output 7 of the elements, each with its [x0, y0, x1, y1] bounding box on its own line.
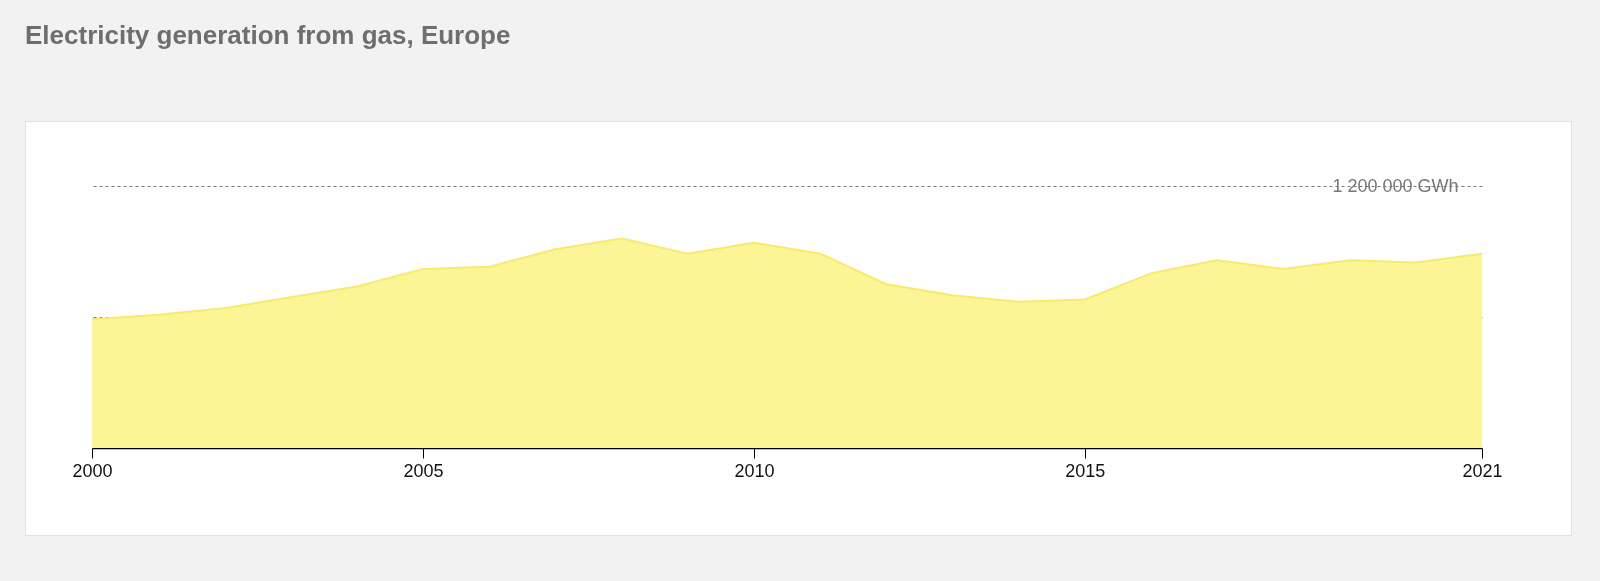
- x-tick-label: 2021: [1462, 460, 1503, 481]
- x-tick-label: 2000: [72, 460, 113, 481]
- x-tick-label: 2015: [1065, 460, 1106, 481]
- x-tick-label: 2010: [734, 460, 775, 481]
- x-tick-label: 2005: [403, 460, 444, 481]
- chart-title: Electricity generation from gas, Europe: [25, 20, 511, 51]
- y-tick-label: 1 200 000 GWh: [1332, 175, 1459, 196]
